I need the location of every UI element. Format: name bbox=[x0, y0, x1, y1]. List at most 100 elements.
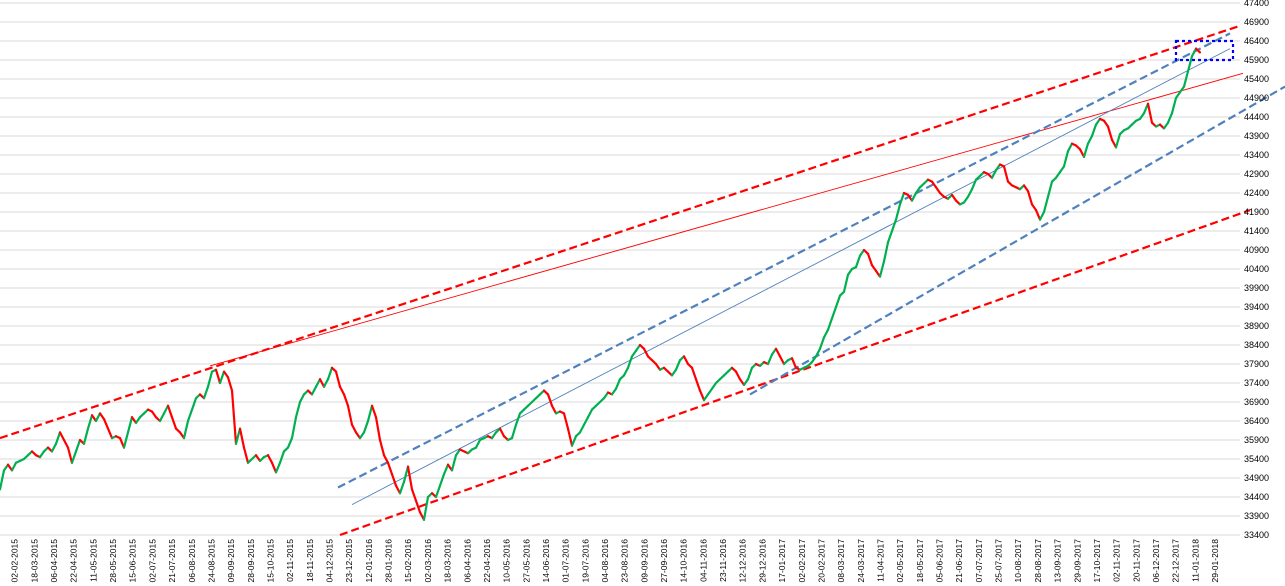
price-segment bbox=[698, 389, 706, 402]
x-tick-label: 18-11-2015 bbox=[305, 539, 315, 582]
price-segment bbox=[442, 463, 450, 476]
price-segment bbox=[318, 378, 326, 388]
y-tick-label: 41400 bbox=[1244, 226, 1269, 236]
x-tick-label: 02-11-2017 bbox=[1112, 539, 1122, 582]
x-tick-label: 29-12-2016 bbox=[757, 539, 767, 583]
price-segment bbox=[358, 431, 366, 440]
price-segment bbox=[562, 412, 570, 430]
x-tick-label: 02-07-2015 bbox=[147, 539, 157, 583]
price-segment bbox=[350, 423, 358, 434]
price-segment bbox=[746, 366, 754, 381]
price-segment bbox=[58, 431, 66, 442]
price-segment bbox=[222, 370, 230, 379]
price-segment bbox=[654, 362, 662, 371]
price-segment bbox=[578, 423, 586, 434]
price-segment bbox=[278, 450, 286, 464]
price-segment bbox=[182, 419, 190, 440]
price-segment bbox=[1030, 203, 1038, 212]
y-tick-label: 36900 bbox=[1244, 397, 1269, 407]
price-segment bbox=[334, 370, 342, 388]
price-segment bbox=[362, 419, 370, 434]
price-segment bbox=[342, 393, 350, 407]
price-segment bbox=[1082, 142, 1090, 158]
x-tick-label: 28-01-2016 bbox=[384, 539, 394, 583]
price-segment bbox=[694, 378, 702, 392]
x-tick-label: 18-05-2017 bbox=[915, 539, 925, 583]
trendline bbox=[351, 48, 1231, 505]
price-segment bbox=[98, 412, 106, 421]
x-tick-label: 17-01-2017 bbox=[777, 539, 787, 583]
x-tick-label: 27-09-2016 bbox=[659, 539, 669, 583]
price-segment bbox=[234, 427, 242, 445]
x-tick-label: 20-11-2017 bbox=[1131, 539, 1141, 582]
price-segment bbox=[1034, 209, 1042, 221]
price-segment bbox=[74, 438, 82, 453]
x-tick-label: 10-08-2017 bbox=[1013, 539, 1023, 583]
price-segment bbox=[1114, 133, 1122, 149]
price-segment bbox=[614, 378, 622, 390]
price-segment bbox=[390, 473, 398, 487]
price-segment bbox=[1090, 123, 1098, 138]
price-segment bbox=[934, 186, 942, 195]
y-tick-label: 33400 bbox=[1244, 530, 1269, 540]
price-segment bbox=[438, 473, 446, 487]
price-segment bbox=[94, 412, 102, 423]
price-segment bbox=[1186, 55, 1194, 73]
price-segment bbox=[610, 387, 618, 396]
price-segment bbox=[566, 427, 574, 447]
price-segment bbox=[1178, 85, 1186, 94]
price-segment bbox=[826, 317, 834, 331]
x-tick-label: 11-04-2017 bbox=[875, 539, 885, 582]
highlight-boxes bbox=[1174, 39, 1235, 62]
price-segment bbox=[1058, 165, 1066, 174]
y-tick-label: 42400 bbox=[1244, 188, 1269, 198]
price-segment bbox=[910, 191, 918, 202]
highlight-box bbox=[1174, 39, 1235, 62]
price-segment bbox=[62, 438, 70, 449]
price-segment bbox=[1054, 171, 1062, 179]
price-segment bbox=[878, 260, 886, 278]
price-segment bbox=[106, 427, 114, 440]
price-segment bbox=[966, 188, 974, 198]
trendline bbox=[209, 72, 1244, 367]
x-tick-label: 15-10-2015 bbox=[265, 539, 275, 583]
price-segment bbox=[202, 385, 210, 400]
price-segment bbox=[790, 357, 798, 369]
price-segment bbox=[1042, 195, 1050, 214]
price-segment bbox=[514, 412, 522, 426]
price-segment bbox=[734, 370, 742, 381]
y-tick-label: 46400 bbox=[1244, 36, 1269, 46]
price-segment bbox=[950, 193, 958, 202]
x-tick-label: 09-09-2016 bbox=[639, 539, 649, 583]
x-tick-label: 25-07-2017 bbox=[994, 539, 1004, 583]
x-tick-label: 12-12-2016 bbox=[738, 539, 748, 583]
price-segment bbox=[134, 416, 142, 424]
price-segment bbox=[374, 416, 382, 442]
price-series bbox=[0, 47, 1202, 521]
x-tick-label: 04-08-2016 bbox=[600, 539, 610, 583]
price-segment bbox=[170, 416, 178, 430]
price-segment bbox=[326, 366, 334, 381]
price-segment bbox=[814, 347, 822, 358]
price-segment bbox=[186, 408, 194, 423]
price-segment bbox=[290, 416, 298, 440]
x-tick-label: 14-06-2016 bbox=[541, 539, 551, 583]
price-segment bbox=[102, 418, 110, 430]
x-tick-label: 20-02-2017 bbox=[816, 539, 826, 583]
trendline bbox=[0, 24, 1241, 440]
price-segment bbox=[858, 248, 866, 257]
x-tick-label: 02-03-2016 bbox=[423, 539, 433, 583]
price-segment bbox=[294, 400, 302, 419]
price-segment bbox=[810, 355, 818, 364]
price-segment bbox=[778, 355, 786, 366]
y-tick-label: 47400 bbox=[1244, 0, 1269, 8]
price-segment bbox=[834, 294, 842, 309]
price-segment bbox=[818, 336, 826, 350]
x-tick-label: 22-04-2015 bbox=[69, 539, 79, 583]
x-tick-label: 12-01-2016 bbox=[364, 539, 374, 583]
price-segment bbox=[1190, 47, 1198, 58]
y-tick-label: 39400 bbox=[1244, 302, 1269, 312]
price-segment bbox=[962, 195, 970, 204]
price-segment bbox=[238, 427, 246, 449]
price-segment bbox=[994, 163, 1002, 172]
